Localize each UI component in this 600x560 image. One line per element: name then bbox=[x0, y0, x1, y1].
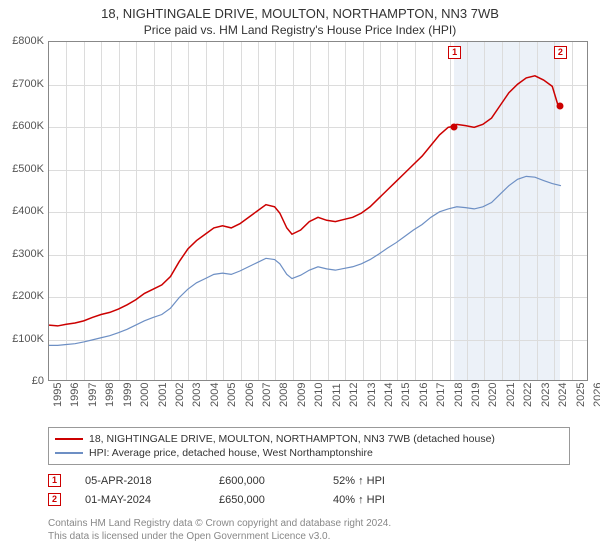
line-canvas bbox=[49, 42, 587, 380]
sale-point-dot bbox=[451, 124, 458, 131]
x-axis-label: 2013 bbox=[366, 383, 378, 407]
legend-item: HPI: Average price, detached house, West… bbox=[55, 446, 563, 460]
plot-region: 12 bbox=[48, 41, 588, 381]
x-axis-label: 2022 bbox=[522, 383, 534, 407]
legend-item: 18, NIGHTINGALE DRIVE, MOULTON, NORTHAMP… bbox=[55, 432, 563, 446]
sale-price: £650,000 bbox=[219, 494, 309, 506]
y-axis-label: £500K bbox=[0, 163, 44, 175]
x-axis-label: 2018 bbox=[453, 383, 465, 407]
y-axis-label: £200K bbox=[0, 290, 44, 302]
x-axis-label: 1996 bbox=[69, 383, 81, 407]
sale-row-marker: 2 bbox=[48, 493, 61, 506]
x-axis-label: 1999 bbox=[122, 383, 134, 407]
legend: 18, NIGHTINGALE DRIVE, MOULTON, NORTHAMP… bbox=[48, 427, 570, 465]
x-axis-label: 2010 bbox=[313, 383, 325, 407]
x-axis-label: 2007 bbox=[261, 383, 273, 407]
x-axis-label: 2025 bbox=[575, 383, 587, 407]
x-axis-label: 2011 bbox=[331, 383, 343, 407]
sale-marker-1: 1 bbox=[448, 46, 461, 59]
sales-table: 1 05-APR-2018 £600,000 52% ↑ HPI 2 01-MAY-202… bbox=[48, 471, 570, 509]
x-axis-label: 2021 bbox=[505, 383, 517, 407]
x-axis-label: 2000 bbox=[139, 383, 151, 407]
y-axis-label: £0 bbox=[0, 375, 44, 387]
y-axis-label: £600K bbox=[0, 120, 44, 132]
legend-swatch bbox=[55, 438, 83, 440]
x-axis-label: 2023 bbox=[540, 383, 552, 407]
sale-price: £600,000 bbox=[219, 475, 309, 487]
sale-point-dot bbox=[556, 102, 563, 109]
x-axis-label: 2002 bbox=[174, 383, 186, 407]
series-blue bbox=[49, 176, 561, 345]
x-axis-label: 2020 bbox=[487, 383, 499, 407]
y-axis-label: £100K bbox=[0, 333, 44, 345]
chart-container: 18, NIGHTINGALE DRIVE, MOULTON, NORTHAMP… bbox=[0, 0, 600, 560]
x-axis-label: 1998 bbox=[104, 383, 116, 407]
y-axis-label: £300K bbox=[0, 248, 44, 260]
x-axis-label: 1997 bbox=[87, 383, 99, 407]
y-axis-label: £800K bbox=[0, 35, 44, 47]
x-axis-label: 2026 bbox=[592, 383, 600, 407]
legend-label: 18, NIGHTINGALE DRIVE, MOULTON, NORTHAMP… bbox=[89, 433, 495, 445]
sale-hpi: 40% ↑ HPI bbox=[333, 494, 385, 506]
x-axis-label: 2001 bbox=[157, 383, 169, 407]
page-subtitle: Price paid vs. HM Land Registry's House … bbox=[0, 21, 600, 41]
sale-row: 1 05-APR-2018 £600,000 52% ↑ HPI bbox=[48, 471, 570, 490]
legend-label: HPI: Average price, detached house, West… bbox=[89, 447, 373, 459]
series-red bbox=[49, 76, 558, 326]
x-axis-label: 2014 bbox=[383, 383, 395, 407]
y-axis-label: £400K bbox=[0, 205, 44, 217]
sale-hpi: 52% ↑ HPI bbox=[333, 475, 385, 487]
legend-swatch bbox=[55, 452, 83, 454]
page-title: 18, NIGHTINGALE DRIVE, MOULTON, NORTHAMP… bbox=[0, 0, 600, 21]
sale-row-marker: 1 bbox=[48, 474, 61, 487]
sale-marker-2: 2 bbox=[554, 46, 567, 59]
x-axis-label: 2016 bbox=[418, 383, 430, 407]
sale-date: 05-APR-2018 bbox=[85, 475, 195, 487]
footer-line1: Contains HM Land Registry data © Crown c… bbox=[48, 517, 570, 530]
x-axis-label: 2019 bbox=[470, 383, 482, 407]
x-axis-label: 2012 bbox=[348, 383, 360, 407]
sale-row: 2 01-MAY-2024 £650,000 40% ↑ HPI bbox=[48, 490, 570, 509]
chart-area: 12 £0£100K£200K£300K£400K£500K£600K£700K… bbox=[0, 41, 600, 421]
x-axis-label: 2008 bbox=[278, 383, 290, 407]
x-axis-label: 2006 bbox=[244, 383, 256, 407]
x-axis-label: 2004 bbox=[209, 383, 221, 407]
x-axis-label: 2017 bbox=[435, 383, 447, 407]
sale-date: 01-MAY-2024 bbox=[85, 494, 195, 506]
x-axis-label: 2005 bbox=[226, 383, 238, 407]
footer-attribution: Contains HM Land Registry data © Crown c… bbox=[48, 517, 570, 543]
y-axis-label: £700K bbox=[0, 78, 44, 90]
x-axis-label: 2024 bbox=[557, 383, 569, 407]
x-axis-label: 1995 bbox=[52, 383, 64, 407]
footer-line2: This data is licensed under the Open Gov… bbox=[48, 530, 570, 543]
x-axis-label: 2009 bbox=[296, 383, 308, 407]
x-axis-label: 2003 bbox=[191, 383, 203, 407]
x-axis-label: 2015 bbox=[400, 383, 412, 407]
